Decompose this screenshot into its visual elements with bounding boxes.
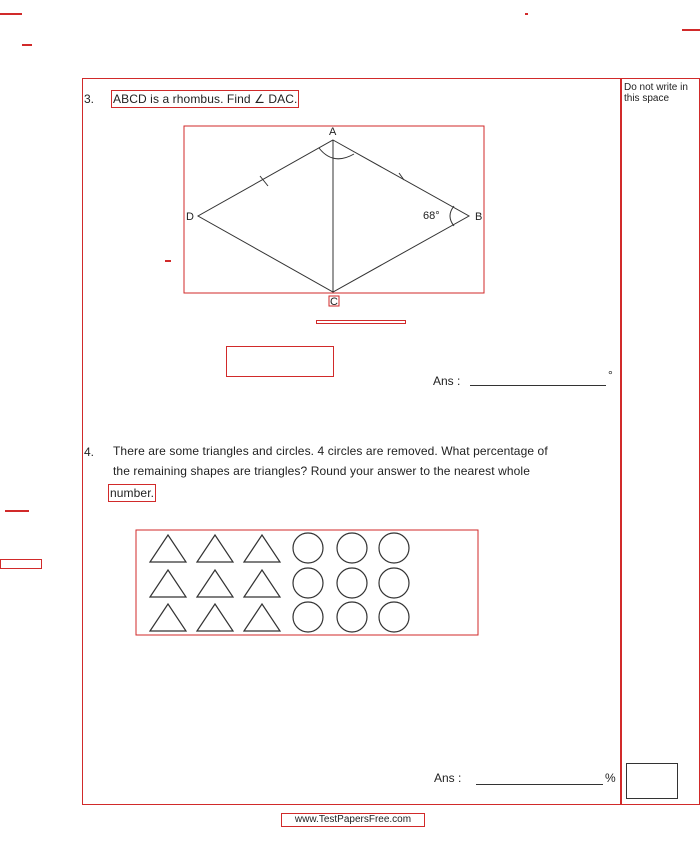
margin-column bbox=[620, 78, 700, 805]
question-3-number: 3. bbox=[84, 92, 95, 106]
circle-shape bbox=[378, 601, 410, 633]
triangle-shape bbox=[242, 568, 282, 598]
vertex-label-a: A bbox=[329, 126, 337, 138]
question-3-prompt: ABCD is a rhombus. Find ∠ DAC. bbox=[110, 90, 300, 108]
question-3-answer-field[interactable] bbox=[470, 385, 606, 386]
circle-shape bbox=[292, 532, 324, 564]
vertex-label-d: D bbox=[186, 211, 194, 223]
tick-mark-ad bbox=[259, 175, 269, 187]
circle-shape bbox=[292, 567, 324, 599]
footer-url: www.TestPapersFree.com bbox=[281, 813, 425, 827]
triangle-shape bbox=[195, 602, 235, 632]
scan-mark bbox=[0, 13, 22, 15]
scan-mark bbox=[316, 320, 406, 324]
working-box bbox=[226, 346, 334, 377]
shapes-diagram bbox=[135, 529, 479, 636]
scan-mark bbox=[22, 44, 32, 46]
circle-shape bbox=[292, 601, 324, 633]
question-4-line-2: the remaining shapes are triangles? Roun… bbox=[113, 464, 530, 478]
scan-mark bbox=[0, 559, 42, 569]
circle-shape bbox=[336, 532, 368, 564]
circle-shape bbox=[378, 567, 410, 599]
vertex-label-b: B bbox=[475, 211, 482, 223]
question-4-line-3: number. bbox=[107, 484, 157, 502]
question-4-answer-field[interactable] bbox=[476, 784, 603, 785]
scan-mark bbox=[5, 510, 29, 512]
scan-mark bbox=[682, 29, 700, 31]
circle-shape bbox=[336, 567, 368, 599]
triangle-shape bbox=[195, 533, 235, 563]
rhombus-diagram: A B D 68° C bbox=[183, 125, 485, 308]
vertex-label-c: C bbox=[330, 296, 338, 308]
question-4-unit: % bbox=[605, 771, 616, 785]
question-panel bbox=[82, 78, 622, 805]
question-3-answer-label: Ans : bbox=[433, 374, 461, 388]
margin-note: Do not write in this space bbox=[624, 82, 688, 104]
angle-arc-b bbox=[449, 205, 455, 227]
triangle-shape bbox=[148, 568, 188, 598]
triangle-shape bbox=[148, 533, 188, 563]
triangle-shape bbox=[148, 602, 188, 632]
angle-arc-a bbox=[318, 147, 355, 160]
question-4-answer-label: Ans : bbox=[434, 771, 462, 785]
question-3-unit: ° bbox=[608, 368, 613, 382]
angle-label-b: 68° bbox=[423, 210, 440, 222]
scan-mark bbox=[165, 260, 171, 262]
question-4-line-1: There are some triangles and circles. 4 … bbox=[113, 444, 548, 458]
question-4-number: 4. bbox=[84, 445, 95, 459]
circle-shape bbox=[336, 601, 368, 633]
scan-mark bbox=[525, 13, 528, 15]
tick-mark-ab bbox=[398, 172, 405, 181]
marks-box bbox=[626, 763, 678, 799]
triangle-shape bbox=[195, 568, 235, 598]
circle-shape bbox=[378, 532, 410, 564]
triangle-shape bbox=[242, 602, 282, 632]
triangle-shape bbox=[242, 533, 282, 563]
